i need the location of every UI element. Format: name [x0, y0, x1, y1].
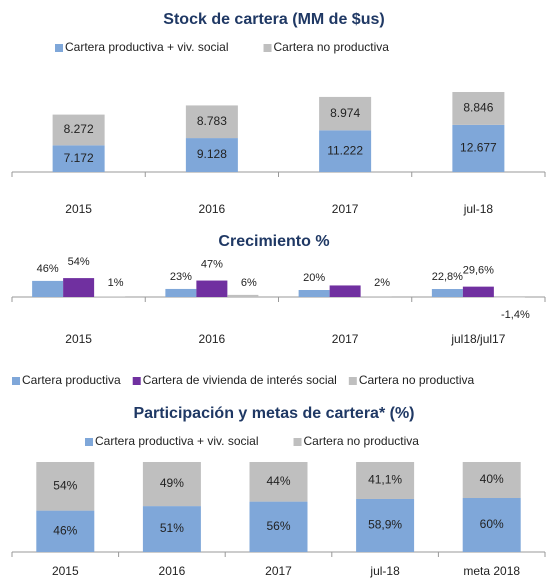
- bar-segment: [462, 498, 521, 552]
- x-tick-label: 2015: [52, 564, 79, 578]
- x-tick-label: 2016: [159, 564, 186, 578]
- bar-segment: [452, 124, 505, 172]
- bar: [329, 285, 361, 297]
- bar: [360, 296, 392, 297]
- bar: [227, 294, 259, 297]
- bar-segment: [452, 92, 505, 125]
- bar-segment: [356, 462, 415, 499]
- bar-segment: [462, 462, 521, 498]
- data-label: 54%: [53, 478, 77, 492]
- data-label: 22,8%: [432, 271, 463, 283]
- x-tick-label: jul-18: [463, 202, 494, 216]
- chart-title: Crecimiento %: [218, 233, 329, 250]
- bar-segment: [36, 510, 95, 552]
- bar: [462, 286, 494, 297]
- data-label: 47%: [201, 258, 223, 270]
- bar-segment: [185, 105, 238, 139]
- x-tick-label: 2017: [332, 332, 359, 346]
- bar-segment: [36, 462, 95, 511]
- data-label: 41,1%: [368, 473, 402, 487]
- x-tick-label: 2017: [332, 202, 359, 216]
- bar: [165, 288, 197, 297]
- data-label: 51%: [160, 521, 184, 535]
- data-label: 46%: [53, 523, 77, 537]
- legend-label: Cartera productiva + viv. social: [65, 40, 229, 54]
- x-tick-label: 2016: [199, 332, 226, 346]
- x-tick-label: jul18/jul17: [450, 332, 505, 346]
- bar-segment: [142, 462, 201, 507]
- data-label: 56%: [266, 519, 290, 533]
- legend-swatch: [293, 438, 302, 446]
- legend-swatch: [132, 377, 141, 385]
- data-label: 58,9%: [368, 518, 402, 532]
- bar: [63, 278, 95, 297]
- x-tick-label: 2017: [265, 564, 292, 578]
- data-label: 60%: [480, 517, 504, 531]
- data-label: 2%: [374, 277, 390, 289]
- data-label: 6%: [241, 277, 257, 289]
- x-tick-label: 2016: [199, 202, 226, 216]
- data-label: 1%: [108, 277, 124, 289]
- legend-label: Cartera de vivienda de interés social: [143, 373, 337, 387]
- data-label: 8.783: [197, 114, 227, 128]
- bar-segment: [356, 498, 415, 552]
- data-label: 7.172: [64, 151, 94, 165]
- legend-swatch: [263, 44, 272, 52]
- data-label: 54%: [68, 256, 90, 268]
- x-tick-label: meta 2018: [463, 564, 520, 578]
- legend-swatch: [85, 438, 93, 446]
- data-label: 9.128: [197, 147, 227, 161]
- bar: [196, 280, 228, 297]
- bar: [298, 290, 330, 297]
- chart-title: Participación y metas de cartera* (%): [133, 405, 414, 422]
- legend-label: Cartera no productiva: [274, 40, 390, 54]
- data-label: 40%: [480, 472, 504, 486]
- bar-segment: [185, 138, 238, 172]
- bar-segment: [249, 501, 308, 552]
- data-label: -1,4%: [501, 309, 530, 321]
- data-label: 8.272: [64, 122, 94, 136]
- x-tick-label: 2015: [65, 332, 92, 346]
- legend-swatch: [348, 377, 357, 385]
- legend-label: Cartera productiva: [22, 373, 121, 387]
- bar: [431, 289, 463, 297]
- bar-segment: [319, 96, 372, 131]
- bar-segment: [249, 462, 308, 502]
- chart-title: Stock de cartera (MM de $us): [163, 11, 384, 28]
- data-label: 29,6%: [463, 265, 494, 277]
- data-label: 49%: [160, 476, 184, 490]
- legend-label: Cartera no productiva: [304, 434, 420, 448]
- legend-swatch: [12, 377, 20, 385]
- data-label: 44%: [266, 474, 290, 488]
- bar: [32, 280, 64, 297]
- data-label: 23%: [170, 271, 192, 283]
- legend-swatch: [55, 44, 63, 52]
- data-label: 46%: [37, 263, 59, 275]
- legend-label: Cartera no productiva: [359, 373, 475, 387]
- legend-label: Cartera productiva + viv. social: [95, 434, 259, 448]
- data-label: 20%: [303, 272, 325, 284]
- bar-segment: [52, 145, 105, 172]
- x-tick-label: jul-18: [369, 564, 400, 578]
- bar-segment: [142, 506, 201, 552]
- data-label: 8.974: [330, 106, 360, 120]
- data-label: 8.846: [463, 101, 493, 115]
- bar-segment: [52, 114, 105, 146]
- x-tick-label: 2015: [65, 202, 92, 216]
- bar-segment: [319, 130, 372, 172]
- data-label: 12.677: [460, 141, 497, 155]
- data-label: 11.222: [327, 143, 363, 157]
